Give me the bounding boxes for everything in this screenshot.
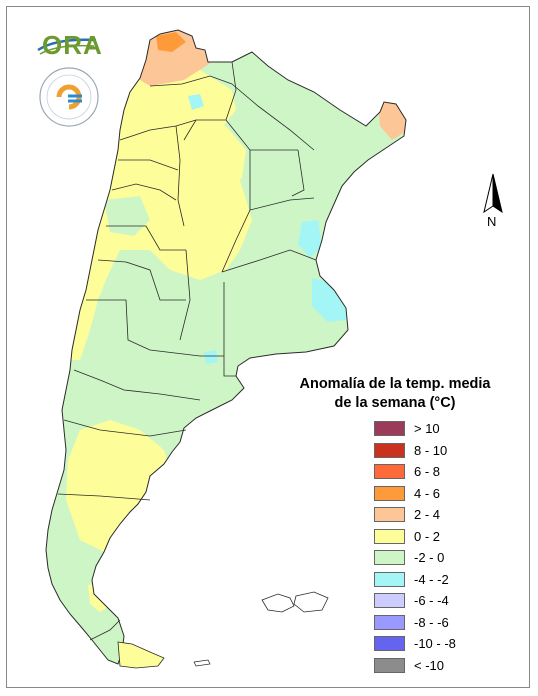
legend-item: -4 - -2 <box>374 569 456 591</box>
legend-swatch <box>374 571 405 587</box>
legend-swatch <box>374 442 405 458</box>
temperature-anomaly-layer <box>45 29 407 669</box>
legend-label: < -10 <box>414 657 444 673</box>
legend-swatch <box>374 464 405 480</box>
legend-item: 2 - 4 <box>374 504 456 526</box>
ora-swoosh-icon <box>37 38 97 55</box>
legend-label: -6 - -4 <box>414 593 449 609</box>
zone-cool-buenos-aires <box>312 278 348 322</box>
legend-label: -8 - -6 <box>414 614 449 630</box>
legend-item: -6 - -4 <box>374 590 456 612</box>
legend-item: 6 - 8 <box>374 461 456 483</box>
smn-seal-icon <box>39 67 99 127</box>
legend-label: 4 - 6 <box>414 485 441 501</box>
ora-logo: ORA <box>36 30 102 60</box>
zone-warm-chaco <box>192 120 246 190</box>
region-base <box>46 30 406 664</box>
country-outline <box>45 29 407 665</box>
legend-label: 6 - 8 <box>414 464 441 480</box>
province-borders <box>57 61 317 641</box>
legend-title-line1: Anomalía de la temp. media <box>299 376 491 392</box>
zone-hotter-jujuy <box>156 32 186 52</box>
legend-swatch <box>374 593 405 609</box>
isla-estados <box>193 659 211 667</box>
legend-label: > 10 <box>414 421 440 437</box>
zone-cool-la-pampa <box>204 350 218 364</box>
legend-item: 8 - 10 <box>374 440 456 462</box>
legend-item: -10 - -8 <box>374 633 456 655</box>
legend-label: 8 - 10 <box>414 442 448 458</box>
malvinas-islands <box>261 591 329 613</box>
legend-item: 0 - 2 <box>374 526 456 548</box>
legend-swatch <box>374 550 405 566</box>
legend-label: -10 - -8 <box>414 636 456 652</box>
legend-swatch <box>374 636 405 652</box>
ora-logo-text: ORA <box>42 30 103 60</box>
north-arrow-label: N <box>487 214 497 229</box>
tierra-del-fuego <box>117 641 165 669</box>
legend-item: -2 - 0 <box>374 547 456 569</box>
legend-item: < -10 <box>374 655 456 677</box>
legend-label: 0 - 2 <box>414 528 441 544</box>
legend-item: 4 - 6 <box>374 483 456 505</box>
north-arrow-icon <box>483 173 503 214</box>
legend-swatch <box>374 507 405 523</box>
legend-title: Anomalía de la temp. media de la semana … <box>290 375 500 413</box>
legend-title-line2: de la semana (°C) <box>334 395 456 411</box>
legend-swatch <box>374 421 405 437</box>
legend-swatch <box>374 614 405 630</box>
legend-label: -2 - 0 <box>414 550 445 566</box>
legend-item: > 10 <box>374 418 456 440</box>
zone-hot-jujuy <box>130 30 212 86</box>
legend-swatch <box>374 657 405 673</box>
legend-swatch <box>374 485 405 501</box>
legend-label: 2 - 4 <box>414 507 441 523</box>
legend-swatch <box>374 528 405 544</box>
legend-item: -8 - -6 <box>374 612 456 634</box>
zone-cool-salta <box>188 94 204 110</box>
zone-cool-entre-rios <box>298 220 322 258</box>
legend-label: -4 - -2 <box>414 571 449 587</box>
legend: > 10 8 - 10 6 - 8 4 - 6 2 - 4 0 - 2 -2 -… <box>374 418 456 676</box>
